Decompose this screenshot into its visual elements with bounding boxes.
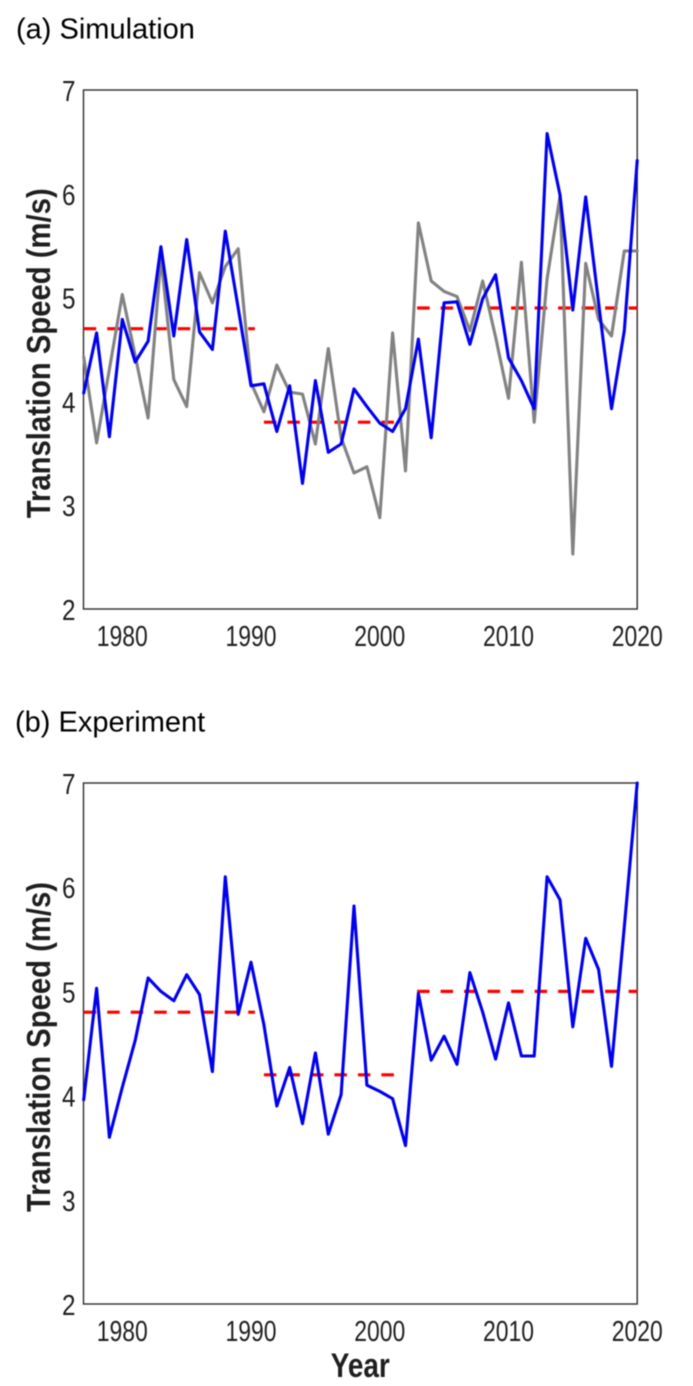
svg-text:2010: 2010 — [483, 621, 534, 653]
svg-text:(b) Experiment: (b) Experiment — [15, 707, 205, 739]
svg-text:2020: 2020 — [612, 621, 663, 653]
svg-text:4: 4 — [62, 1082, 76, 1114]
svg-text:5: 5 — [62, 977, 76, 1009]
svg-text:4: 4 — [62, 387, 76, 419]
svg-text:1980: 1980 — [97, 1316, 148, 1348]
svg-text:2: 2 — [62, 595, 76, 627]
svg-text:Year: Year — [331, 1347, 390, 1385]
svg-text:7: 7 — [62, 76, 76, 108]
svg-text:2010: 2010 — [483, 1316, 534, 1348]
svg-text:1990: 1990 — [226, 1316, 277, 1348]
svg-text:Translation Speed (m/s): Translation Speed (m/s) — [20, 882, 57, 1212]
svg-text:6: 6 — [62, 180, 76, 212]
svg-text:Translation Speed (m/s): Translation Speed (m/s) — [20, 188, 57, 518]
svg-text:(a) Simulation: (a) Simulation — [16, 14, 195, 46]
svg-text:2: 2 — [62, 1290, 76, 1322]
svg-text:1990: 1990 — [226, 621, 277, 653]
svg-text:7: 7 — [62, 769, 76, 801]
svg-text:3: 3 — [62, 1186, 76, 1218]
svg-text:2000: 2000 — [354, 1316, 405, 1348]
svg-text:1980: 1980 — [97, 621, 148, 653]
svg-text:2000: 2000 — [354, 621, 405, 653]
svg-text:6: 6 — [62, 873, 76, 905]
svg-text:2020: 2020 — [612, 1316, 663, 1348]
svg-text:3: 3 — [62, 491, 76, 523]
svg-text:5: 5 — [62, 284, 76, 316]
